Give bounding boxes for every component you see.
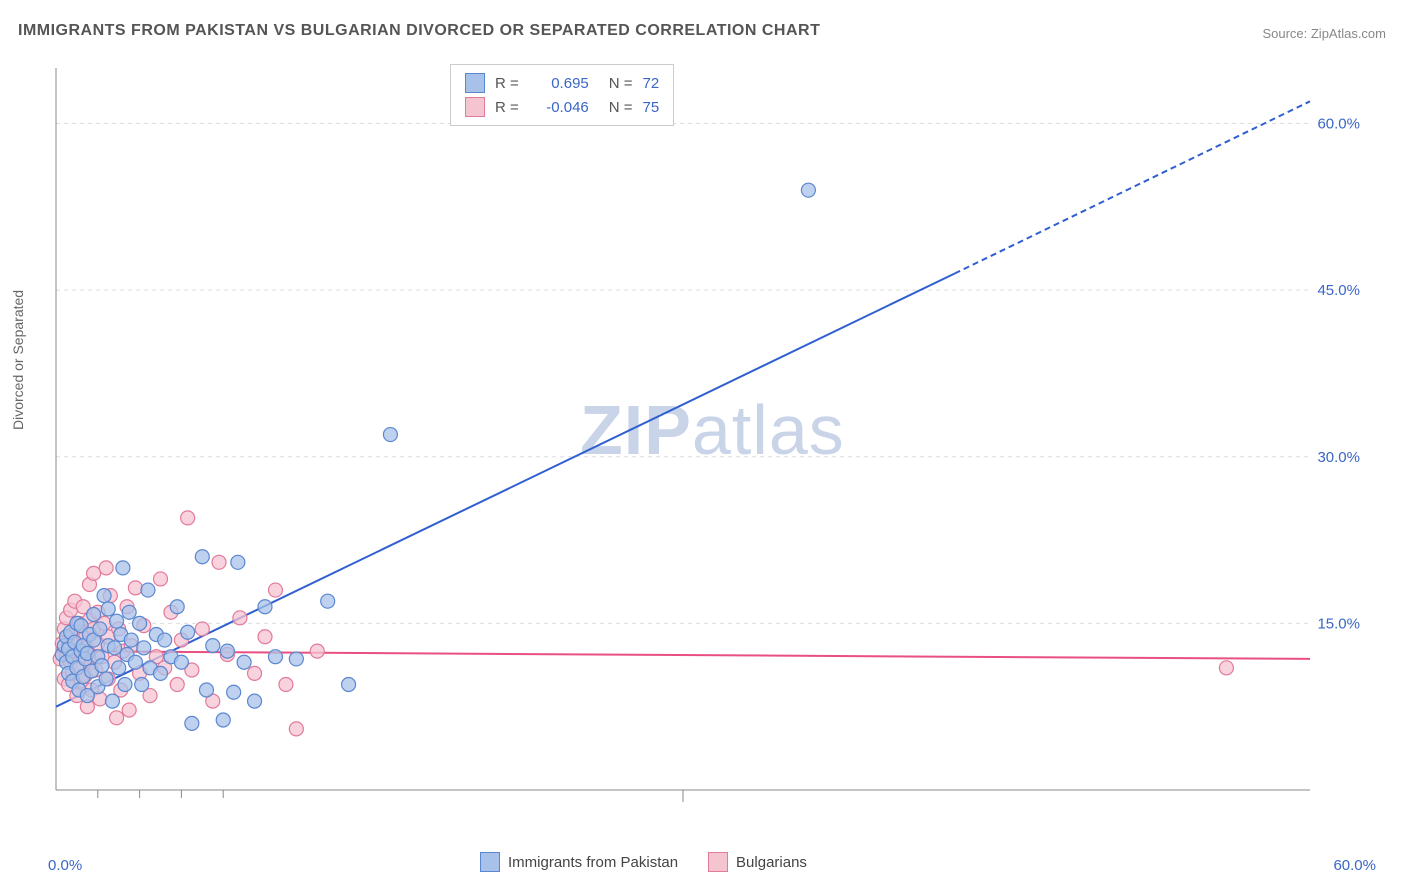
r-label: R = — [495, 99, 519, 116]
axes — [56, 68, 1310, 802]
source-link[interactable]: ZipAtlas.com — [1311, 26, 1386, 41]
legend-bottom-series2: Bulgarians — [708, 852, 807, 872]
svg-text:30.0%: 30.0% — [1317, 449, 1360, 466]
n-label: N = — [609, 99, 633, 116]
r-value-series2: -0.046 — [529, 99, 589, 116]
swatch-series1 — [465, 73, 485, 93]
chart-title: IMMIGRANTS FROM PAKISTAN VS BULGARIAN DI… — [18, 22, 820, 40]
source-attribution: Source: ZipAtlas.com — [1262, 26, 1386, 41]
correlation-legend: R = 0.695 N = 72 R = -0.046 N = 75 — [450, 64, 674, 126]
source-prefix: Source: — [1262, 26, 1310, 41]
svg-text:45.0%: 45.0% — [1317, 282, 1360, 299]
n-label: N = — [609, 75, 633, 92]
x-axis-min-label: 0.0% — [48, 857, 82, 874]
r-value-series1: 0.695 — [529, 75, 589, 92]
legend-bottom-series1: Immigrants from Pakistan — [480, 852, 678, 872]
legend-label-series2: Bulgarians — [736, 854, 807, 871]
n-value-series1: 72 — [643, 75, 660, 92]
grid-lines — [56, 124, 1310, 624]
series-legend: Immigrants from Pakistan Bulgarians — [480, 852, 807, 872]
scatter-points — [53, 183, 1233, 736]
swatch-bottom-series1 — [480, 852, 500, 872]
x-axis-max-label: 60.0% — [1333, 857, 1376, 874]
scatter-chart: 15.0% 30.0% 45.0% 60.0% — [50, 60, 1370, 830]
n-value-series2: 75 — [643, 99, 660, 116]
svg-text:60.0%: 60.0% — [1317, 116, 1360, 133]
legend-row-series2: R = -0.046 N = 75 — [465, 95, 659, 119]
y-axis-label: Divorced or Separated — [10, 290, 26, 430]
svg-text:15.0%: 15.0% — [1317, 615, 1360, 632]
swatch-bottom-series2 — [708, 852, 728, 872]
r-label: R = — [495, 75, 519, 92]
legend-label-series1: Immigrants from Pakistan — [508, 854, 678, 871]
legend-row-series1: R = 0.695 N = 72 — [465, 71, 659, 95]
swatch-series2 — [465, 97, 485, 117]
y-tick-labels: 15.0% 30.0% 45.0% 60.0% — [1317, 116, 1360, 633]
